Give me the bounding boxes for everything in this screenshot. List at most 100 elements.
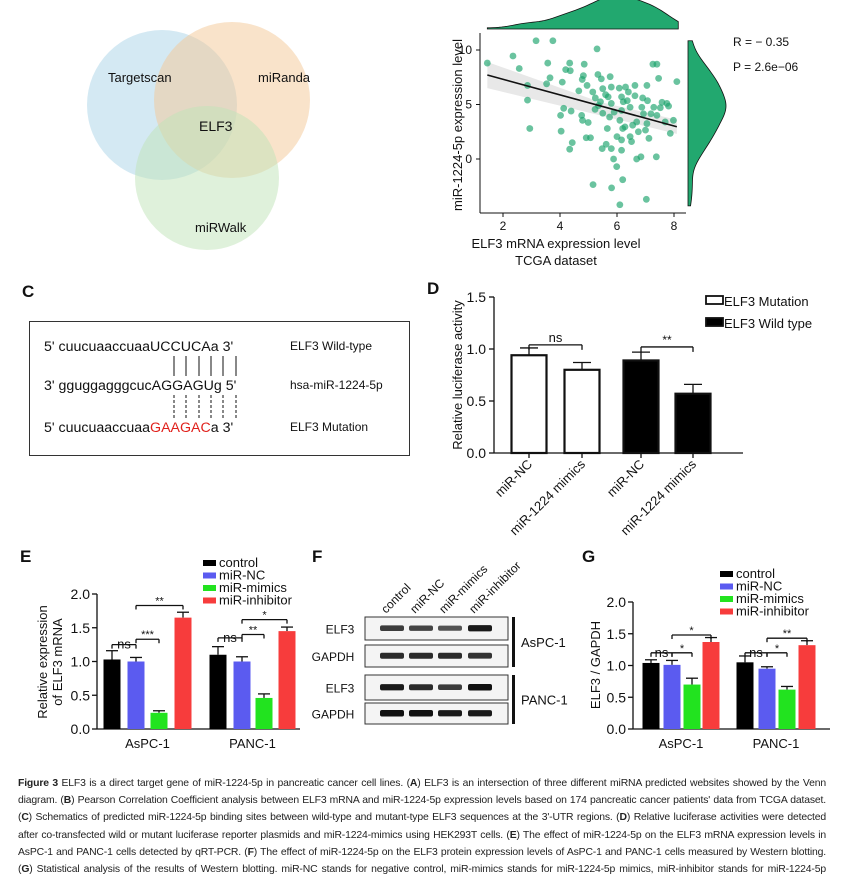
panel-label-f: F (312, 547, 322, 566)
scatter-point (638, 103, 646, 111)
scatter-point (634, 128, 642, 136)
y-tick-label: 5 (465, 98, 472, 112)
scatter-point (515, 65, 523, 72)
significance-label: ns (749, 645, 763, 660)
scatter-point (652, 153, 660, 161)
venn-intersection-label: ELF3 (199, 118, 233, 134)
protein-band (409, 625, 433, 631)
sequence-row: 5' cuucuaaccuaaGAAGACa 3' (44, 420, 233, 436)
bar-mir-nc (758, 668, 776, 729)
scatter-point (643, 82, 651, 89)
venn-circle-mirwalk (135, 106, 279, 250)
legend-swatch (203, 560, 216, 566)
significance-label: * (775, 643, 780, 655)
scatter-point (549, 37, 557, 45)
scatter-point (584, 119, 592, 126)
scatter-point (560, 104, 568, 112)
scatter-point (631, 82, 639, 89)
protein-band (468, 652, 492, 659)
sequence-suffix: g 5' (214, 378, 236, 394)
scatter-point (593, 45, 601, 53)
protein-band (380, 710, 404, 717)
scatter-point (642, 195, 650, 203)
x-marginal-density (486, 0, 679, 30)
scatter-point (544, 59, 552, 67)
scatter-point (653, 112, 661, 119)
scatter-point (583, 82, 591, 89)
protein-band (468, 710, 492, 717)
bar-mir-mimics (778, 689, 796, 729)
y-tick-label: 0.5 (607, 689, 627, 705)
y-tick-label: 1.0 (607, 658, 627, 674)
scatter-point (673, 78, 681, 86)
scatter-point (546, 74, 554, 82)
scatter-point (656, 104, 664, 112)
scatter-point (607, 100, 615, 107)
blot-strip (364, 616, 509, 641)
sequence-row: 3' gguggagggcucAGGAGUg 5' (44, 378, 236, 394)
protein-band (380, 684, 404, 691)
blot-strip (364, 702, 509, 725)
scatter-point (567, 107, 575, 115)
caption-text: ) The effect of miR-1224-5p on the ELF3 … (18, 846, 826, 876)
figure-caption: Figure 3 ELF3 is a direct target gene of… (18, 775, 826, 881)
sequence-prefix: 5' cuucuaaccuaa (44, 420, 150, 436)
x-tick-label: AsPC-1 (659, 736, 704, 751)
scatter-point (631, 92, 639, 100)
bar-mir-inhibitor (798, 645, 816, 729)
protein-band (438, 625, 462, 631)
protein-band (438, 710, 462, 717)
protein-band (438, 652, 462, 659)
y-marginal-density (687, 40, 727, 207)
scatter-point (655, 74, 663, 82)
cell-line-label: AsPC-1 (521, 635, 566, 650)
protein-band (409, 652, 433, 659)
y-axis-label: ELF3 / GAPDH (588, 621, 603, 709)
bar-mir-mimics (255, 697, 273, 729)
bar (510, 354, 548, 455)
y-axis-label: Relative expression (35, 605, 50, 718)
legend-label: control (736, 566, 775, 581)
y-tick-label: 2.0 (71, 586, 91, 602)
scatter-point (618, 136, 625, 144)
scatter-point (598, 145, 606, 153)
venn-diagram: Targetscan miRanda miRWalk ELF3 (87, 22, 311, 250)
scatter-point (618, 146, 625, 154)
bar (674, 392, 712, 455)
scatter-point (557, 112, 564, 119)
y-tick-label: 0.0 (71, 721, 91, 737)
bar-mir-mimics (683, 684, 701, 729)
bar-mir-mimics (150, 712, 168, 729)
venn-label: Targetscan (108, 70, 172, 85)
scatter-point (602, 91, 609, 99)
bar (622, 359, 660, 455)
scatter-point (665, 102, 672, 110)
scatter-point (643, 120, 651, 127)
scatter-point (575, 87, 583, 95)
significance-label: * (262, 610, 267, 622)
bar (563, 368, 601, 455)
sequence-name: ELF3 Mutation (290, 420, 368, 434)
scatter-point (579, 72, 587, 80)
sequence-name: ELF3 Wild-type (290, 339, 372, 353)
significance-label: ns (117, 637, 131, 652)
confidence-band (487, 61, 677, 134)
panel-label-c: C (22, 282, 34, 301)
legend-swatch (720, 571, 733, 577)
bar-mir-inhibitor (702, 642, 720, 729)
caption-text: ) Pearson Correlation Coefficient analys… (18, 795, 826, 824)
x-tick-label: miR-NC (604, 457, 647, 500)
scatter-point (653, 60, 661, 68)
protein-label: GAPDH (312, 708, 355, 722)
bar-control (736, 662, 754, 729)
caption-bold: F (247, 846, 254, 858)
r-value: R = − 0.35 (733, 35, 789, 49)
protein-band (468, 625, 492, 632)
scatter-point (599, 85, 607, 93)
y-tick-label: 0.0 (607, 721, 627, 737)
x-tick-label: 6 (614, 219, 621, 233)
scatter-point (566, 67, 574, 75)
significance-label: ** (662, 333, 672, 347)
scatter-point (666, 129, 674, 137)
